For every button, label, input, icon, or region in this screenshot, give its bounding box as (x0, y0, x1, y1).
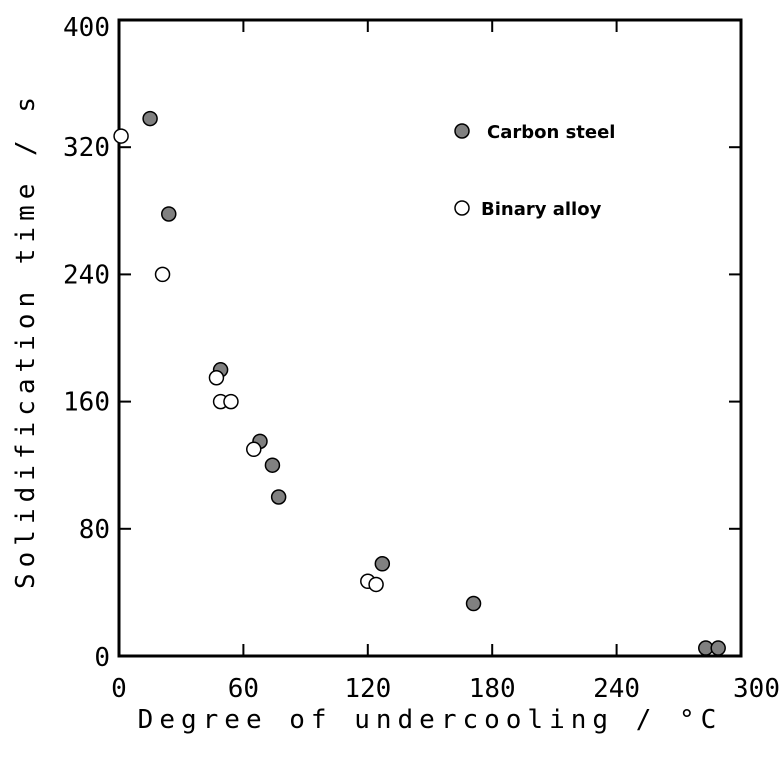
plot-frame (117, 18, 743, 658)
y-tick-label: 320 (63, 133, 110, 163)
carbon-steel-point (270, 489, 287, 505)
y-axis-title: Solidification time / s (11, 91, 41, 589)
legend-label-carbon-steel: Carbon steel (487, 122, 615, 143)
x-tick-label: 0 (111, 674, 127, 704)
y-tick-label: 80 (79, 515, 110, 545)
binary-alloy-point (246, 441, 262, 458)
y-tick-label: 240 (63, 260, 110, 290)
tick-labels: 0 60 120 180 240 300 0 80 160 240 320 400 (63, 13, 780, 704)
x-tick-label: 60 (228, 674, 259, 704)
carbon-steel-point (465, 595, 482, 612)
x-axis-title: Degree of undercooling / °C (138, 705, 723, 735)
binary-alloy-point (223, 393, 239, 410)
x-tick-label: 300 (733, 674, 780, 704)
x-tick-label: 180 (469, 674, 516, 704)
carbon-steel-point (374, 556, 391, 572)
y-tick-label: 0 (94, 643, 110, 673)
axis-ticks (118, 19, 742, 657)
legend-label-binary-alloy: Binary alloy (481, 199, 602, 220)
binary-alloy-point (154, 266, 171, 283)
carbon-steel-point (710, 640, 726, 656)
binary-alloy-point (368, 576, 384, 593)
y-tick-label: 160 (63, 388, 110, 418)
x-tick-label: 120 (344, 674, 391, 704)
data-points (113, 110, 726, 656)
legend-marker-binary-alloy (454, 200, 470, 216)
carbon-steel-point (142, 110, 158, 127)
carbon-steel-point (161, 206, 177, 222)
legend-marker-carbon-steel (454, 123, 470, 139)
x-tick-label: 240 (593, 674, 640, 704)
binary-alloy-point (113, 128, 129, 144)
binary-alloy-point (208, 370, 225, 386)
y-tick-label: 400 (63, 13, 110, 43)
carbon-steel-point (264, 457, 281, 473)
legend: Carbon steel Binary alloy (454, 122, 615, 220)
